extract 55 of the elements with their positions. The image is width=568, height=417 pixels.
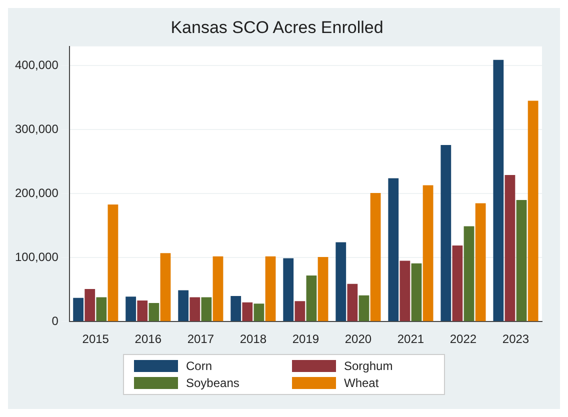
- chart-title: Kansas SCO Acres Enrolled: [170, 18, 384, 37]
- bar: [148, 303, 160, 322]
- x-tick-label: 2023: [502, 332, 530, 346]
- bar: [411, 263, 422, 322]
- bar: [440, 144, 452, 322]
- bar: [96, 297, 107, 322]
- bar: [464, 226, 474, 322]
- x-tick-label: 2017: [187, 332, 214, 346]
- bar: [400, 260, 410, 322]
- x-tick-label: 2018: [240, 332, 267, 346]
- bar: [212, 256, 224, 322]
- x-tick-label: 2020: [344, 332, 372, 346]
- x-tick-label: 2015: [82, 332, 110, 346]
- bar: [242, 302, 253, 322]
- bar: [336, 242, 346, 322]
- bar: [254, 304, 264, 322]
- y-tick-label: 0: [52, 314, 59, 328]
- bar: [178, 290, 189, 322]
- x-tick-label: 2021: [397, 332, 424, 346]
- bar: [230, 296, 242, 322]
- legend-label: Soybeans: [186, 376, 240, 390]
- y-tick-label: 200,000: [14, 186, 59, 200]
- bar: [306, 276, 317, 322]
- bar: [265, 256, 276, 322]
- bar: [283, 258, 294, 322]
- x-tick-label: 2016: [134, 332, 162, 346]
- legend-label: Wheat: [344, 376, 379, 390]
- bar: [73, 298, 84, 322]
- bar: [347, 284, 358, 322]
- bar: [493, 60, 504, 322]
- bar: [358, 295, 370, 322]
- bar: [108, 204, 118, 322]
- bar: [370, 192, 381, 322]
- bar: [528, 100, 538, 322]
- bar: [318, 256, 328, 322]
- legend-label: Corn: [186, 359, 212, 373]
- y-tick-label: 100,000: [14, 250, 59, 264]
- bar: [126, 296, 136, 322]
- bar: [294, 301, 306, 322]
- bar: [84, 288, 96, 322]
- bar: [388, 178, 399, 322]
- bar: [190, 297, 200, 322]
- bar: [160, 253, 171, 322]
- bar: [137, 300, 148, 322]
- bar: [475, 203, 486, 322]
- bar: [452, 245, 463, 322]
- bar: [516, 200, 527, 322]
- y-tick-label: 300,000: [14, 122, 59, 136]
- bar: [504, 175, 516, 322]
- bar: [422, 185, 434, 322]
- y-tick-label: 400,000: [14, 58, 59, 72]
- x-tick-label: 2022: [450, 332, 477, 346]
- bar: [201, 297, 212, 322]
- legend-label: Sorghum: [344, 359, 393, 373]
- x-tick-label: 2019: [292, 332, 320, 346]
